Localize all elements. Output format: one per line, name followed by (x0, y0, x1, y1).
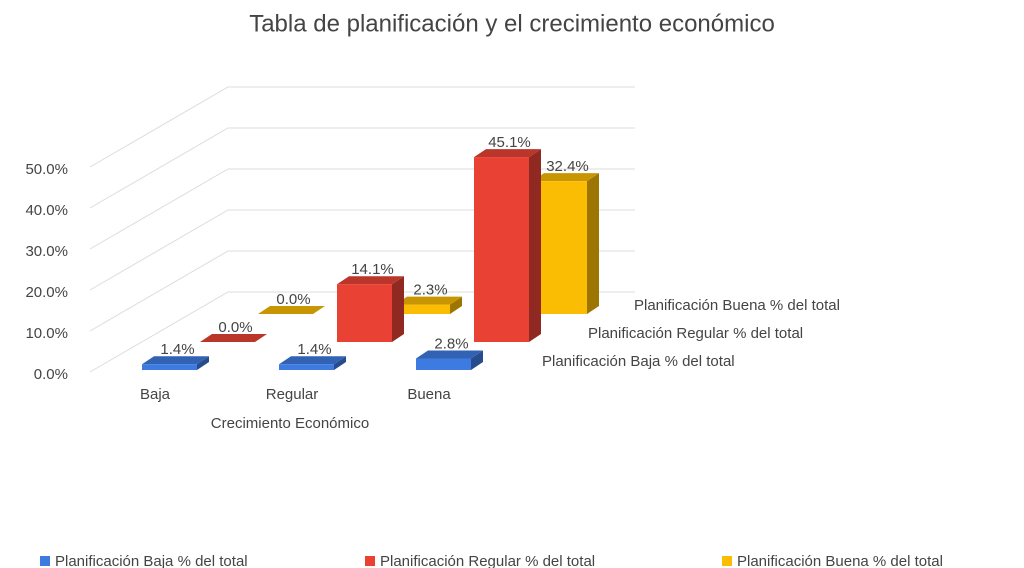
bar-front (416, 358, 471, 370)
y-tick-label: 20.0% (25, 284, 68, 301)
bar-side (471, 350, 483, 370)
data-label: 0.0% (276, 291, 310, 308)
bar-top (416, 350, 483, 359)
data-label: 0.0% (218, 319, 252, 336)
data-label: 1.4% (297, 341, 331, 358)
bar-side (334, 356, 346, 370)
bar (395, 296, 462, 314)
legend-label: Planificación Baja % del total (55, 553, 248, 568)
x-tick-label: Baja (140, 386, 171, 403)
legend-swatch (722, 556, 732, 566)
bar (532, 173, 599, 314)
bar (474, 149, 541, 342)
legend-swatch (40, 556, 50, 566)
bar-side (392, 276, 404, 342)
data-label: 2.3% (413, 282, 447, 299)
bar-top (279, 356, 346, 365)
bar (337, 276, 404, 342)
bar-side (587, 173, 599, 314)
bar-top (200, 334, 267, 342)
depth-axis-label: Planificación Baja % del total (542, 353, 735, 370)
bar-side (450, 296, 462, 314)
depth-axis-label: Planificación Regular % del total (588, 325, 803, 342)
y-tick-label: 40.0% (25, 202, 68, 219)
bar-front (395, 304, 450, 314)
bar (258, 306, 325, 314)
data-label: 45.1% (488, 134, 531, 151)
data-label: 2.8% (434, 335, 468, 352)
depth-axis-label: Planificación Buena % del total (634, 297, 840, 314)
data-label: 1.4% (160, 341, 194, 358)
bar-top (395, 296, 462, 305)
bar-front (532, 181, 587, 314)
y-tick-label: 0.0% (34, 366, 68, 383)
bar (142, 356, 209, 370)
y-tick-label: 10.0% (25, 325, 68, 342)
bar-front (142, 364, 197, 370)
bar-side (197, 356, 209, 370)
x-tick-label: Regular (266, 386, 319, 403)
bar-top (532, 173, 599, 182)
bar-top (337, 276, 404, 285)
bar-front (337, 284, 392, 342)
data-label: 32.4% (546, 158, 589, 175)
bar-top (142, 356, 209, 365)
bar (416, 350, 483, 370)
y-tick-label: 50.0% (25, 161, 68, 178)
y-tick-label: 30.0% (25, 243, 68, 260)
bar-top (258, 306, 325, 314)
data-label: 14.1% (351, 261, 394, 278)
bar-front (279, 364, 334, 370)
bar-side (529, 149, 541, 342)
grid-line (89, 86, 635, 168)
grid-line (89, 127, 635, 209)
chart-title: Tabla de planificación y el crecimiento … (249, 10, 775, 37)
x-tick-label: Buena (407, 386, 451, 403)
bar-front (474, 157, 529, 342)
bar (279, 356, 346, 370)
bar-top (474, 149, 541, 158)
legend-label: Planificación Regular % del total (380, 553, 595, 568)
legend-swatch (365, 556, 375, 566)
legend-label: Planificación Buena % del total (737, 553, 943, 568)
bar (200, 334, 267, 342)
x-axis-title: Crecimiento Económico (211, 415, 369, 432)
